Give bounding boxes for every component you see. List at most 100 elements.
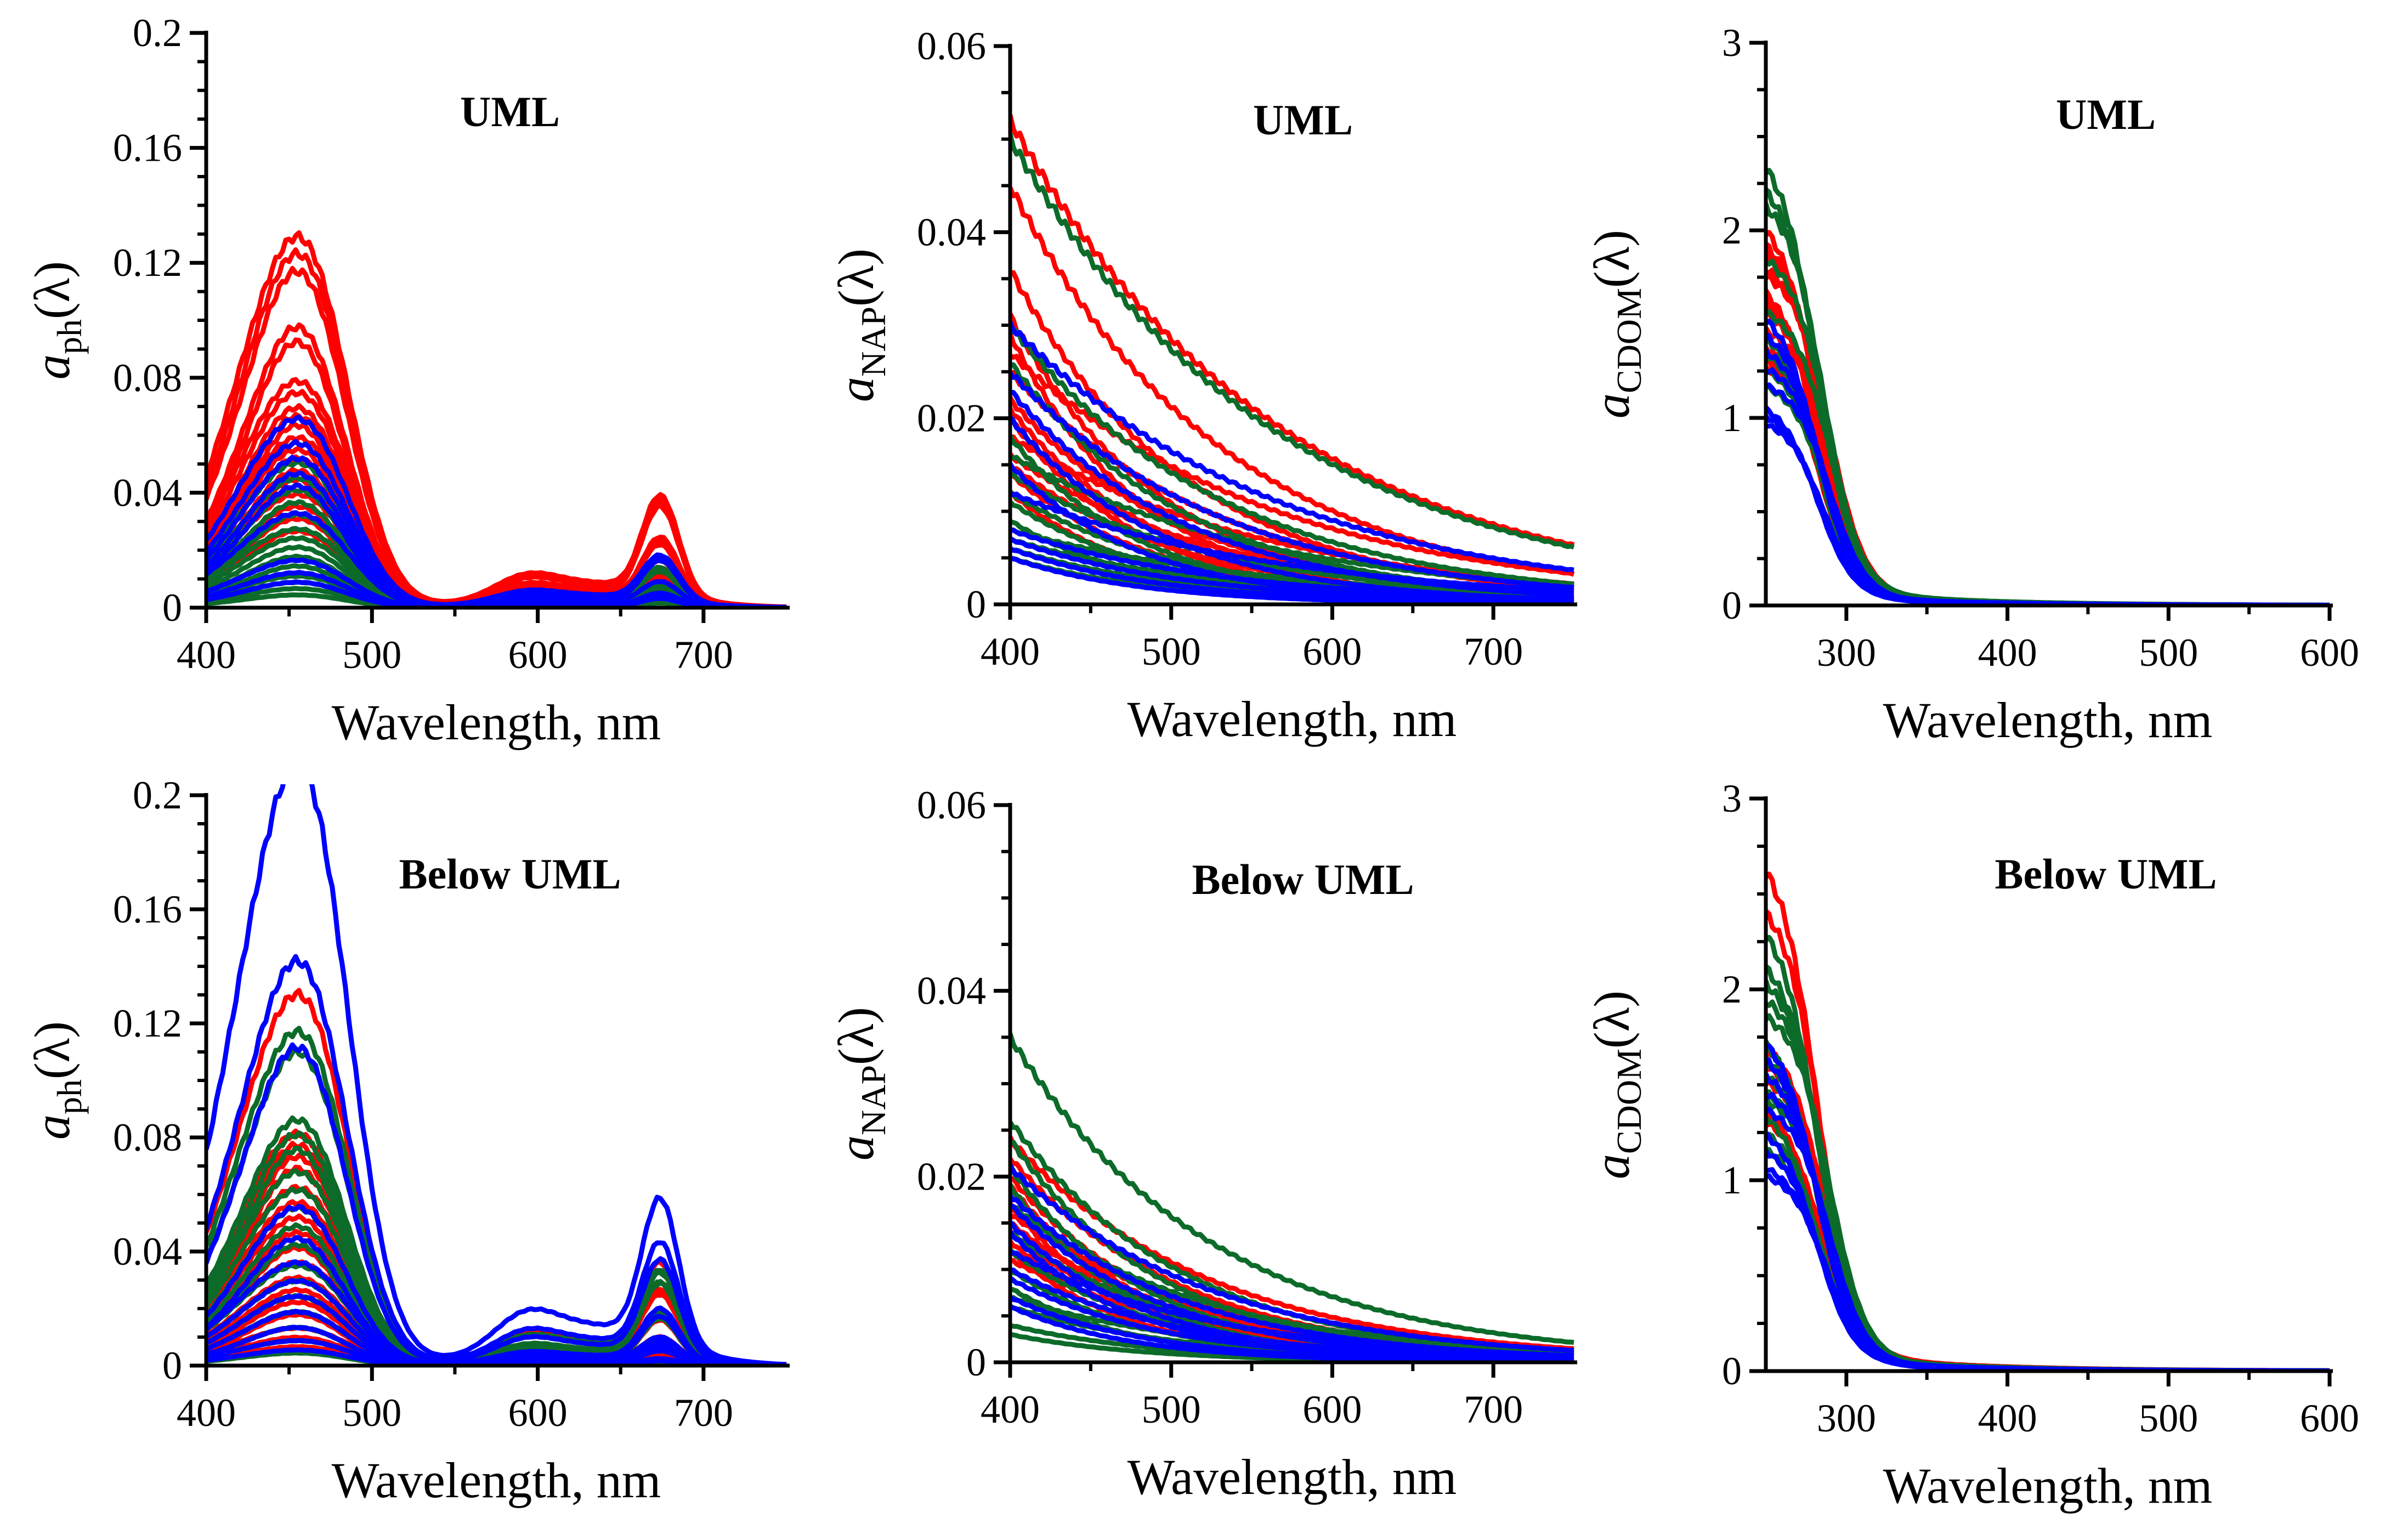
y-tick-label: 0.04	[113, 471, 182, 514]
series-group	[1010, 1033, 1574, 1363]
x-tick-label: 600	[508, 1391, 568, 1435]
y-tick-label: 2	[1722, 967, 1742, 1011]
series-line-blue	[1010, 321, 1574, 573]
x-tick-label: 700	[1464, 1388, 1523, 1431]
y-axis-title: aph(λ)	[24, 261, 89, 380]
y-axis-title: aCDOM(λ)	[1584, 230, 1648, 418]
panel-title: Below UML	[1995, 850, 2217, 898]
x-tick-label: 500	[342, 1391, 401, 1435]
x-tick-label: 700	[1464, 630, 1523, 673]
panel-title: UML	[2056, 90, 2156, 138]
y-tick-label: 0.02	[917, 397, 986, 440]
series-group	[206, 784, 787, 1367]
series-line-blue	[1010, 390, 1574, 598]
series-group	[206, 230, 787, 609]
series-line-blue	[206, 784, 787, 1367]
y-tick-label: 0.04	[113, 1230, 182, 1273]
series-line-blue	[206, 510, 787, 609]
panel-acdom-below: 0 1 2 3 300 400 500 600 Wavelength, nm aCDOM(λ) Be…	[1584, 777, 2359, 1514]
x-tick-label: 400	[177, 1391, 236, 1435]
x-tick-label: 300	[1817, 1396, 1876, 1440]
x-tick-label: 400	[1978, 631, 2037, 675]
series-line-blue	[1766, 405, 2330, 607]
x-axis-title: Wavelength, nm	[1127, 1449, 1457, 1505]
y-tick-label: 0.04	[917, 969, 986, 1013]
y-tick-label: 1	[1722, 396, 1742, 440]
series-line-blue	[1010, 528, 1574, 602]
y-tick-label: 0.06	[917, 783, 986, 827]
series-group	[1766, 871, 2330, 1372]
x-tick-label: 500	[2139, 631, 2198, 675]
y-tick-label: 0.16	[113, 126, 182, 170]
y-tick-label: 0.02	[917, 1154, 986, 1198]
x-tick-label: 600	[2300, 1396, 2359, 1440]
x-axis-title: Wavelength, nm	[1883, 692, 2213, 748]
y-tick-label: 0	[162, 1344, 182, 1388]
y-axis-title: aph(λ)	[24, 1021, 89, 1140]
y-axis-title: aNAP(λ)	[828, 1007, 893, 1160]
series-group	[1010, 114, 1575, 605]
x-axis-title: Wavelength, nm	[1883, 1458, 2213, 1514]
series-line-green	[1766, 168, 2330, 607]
series-line-blue	[1766, 319, 2330, 607]
y-tick-label: 0.16	[113, 887, 182, 931]
x-axis-title: Wavelength, nm	[332, 694, 661, 750]
y-tick-label: 3	[1722, 777, 1742, 820]
x-tick-label: 700	[674, 1391, 733, 1435]
x-tick-label: 300	[1817, 631, 1876, 675]
series-line-blue	[1010, 371, 1574, 591]
series-line-green	[1010, 133, 1575, 550]
y-tick-label: 0	[1722, 584, 1742, 627]
panel-title: Below UML	[1192, 856, 1414, 903]
y-tick-label: 0.08	[113, 1116, 182, 1159]
y-tick-label: 0	[966, 1340, 986, 1384]
x-tick-label: 600	[508, 633, 568, 677]
y-tick-label: 0	[1722, 1349, 1742, 1393]
x-tick-label: 700	[674, 633, 733, 677]
panel-title: UML	[460, 88, 560, 135]
x-tick-label: 600	[2300, 631, 2359, 675]
y-tick-label: 0.08	[113, 356, 182, 400]
series-line-green	[1010, 1033, 1574, 1345]
series-line-blue	[1010, 1164, 1574, 1353]
x-tick-label: 400	[981, 630, 1040, 673]
series-line-blue	[206, 1042, 787, 1367]
series-line-blue	[1766, 1149, 2330, 1372]
panel-aph-uml: 0 0.04 0.08 0.12 0.16 0.2 400 500 600 700 Waveleng…	[24, 11, 790, 750]
y-tick-label: 0.12	[113, 1001, 182, 1045]
y-tick-label: 3	[1722, 21, 1742, 65]
y-tick-label: 0.2	[133, 11, 182, 55]
series-group	[1766, 168, 2330, 607]
x-tick-label: 500	[2139, 1396, 2198, 1440]
x-axis-title: Wavelength, nm	[332, 1452, 661, 1508]
x-tick-label: 400	[1978, 1396, 2037, 1440]
x-tick-label: 500	[1142, 630, 1201, 673]
series-line-red	[1010, 114, 1575, 547]
x-tick-label: 500	[1142, 1388, 1201, 1431]
series-line-red	[206, 247, 787, 609]
y-tick-label: 0.06	[917, 24, 986, 68]
panel-acdom-uml: 0 1 2 3 300 400 500 600 Wavelength, nm aCDOM(λ) UM…	[1584, 21, 2359, 748]
x-tick-label: 400	[981, 1388, 1040, 1431]
panel-title: UML	[1253, 96, 1353, 144]
x-tick-label: 600	[1302, 630, 1362, 673]
y-tick-label: 0	[966, 582, 986, 626]
panel-aph-below: 0 0.04 0.08 0.12 0.16 0.2 400 500 600 700 Waveleng…	[24, 773, 790, 1508]
y-tick-label: 0.2	[133, 773, 182, 817]
series-line-blue	[1010, 491, 1574, 593]
series-line-red	[1010, 434, 1574, 586]
x-tick-label: 400	[177, 633, 236, 677]
x-tick-label: 600	[1302, 1388, 1362, 1431]
series-line-green	[1010, 527, 1574, 598]
series-line-green	[1766, 1146, 2330, 1372]
y-tick-label: 0.04	[917, 210, 986, 254]
series-line-blue	[1010, 1249, 1574, 1358]
y-axis-title: aCDOM(λ)	[1584, 990, 1648, 1179]
y-tick-label: 0.12	[113, 241, 182, 285]
series-line-green	[1010, 325, 1574, 587]
panel-title: Below UML	[399, 850, 621, 898]
x-tick-label: 500	[342, 633, 401, 677]
